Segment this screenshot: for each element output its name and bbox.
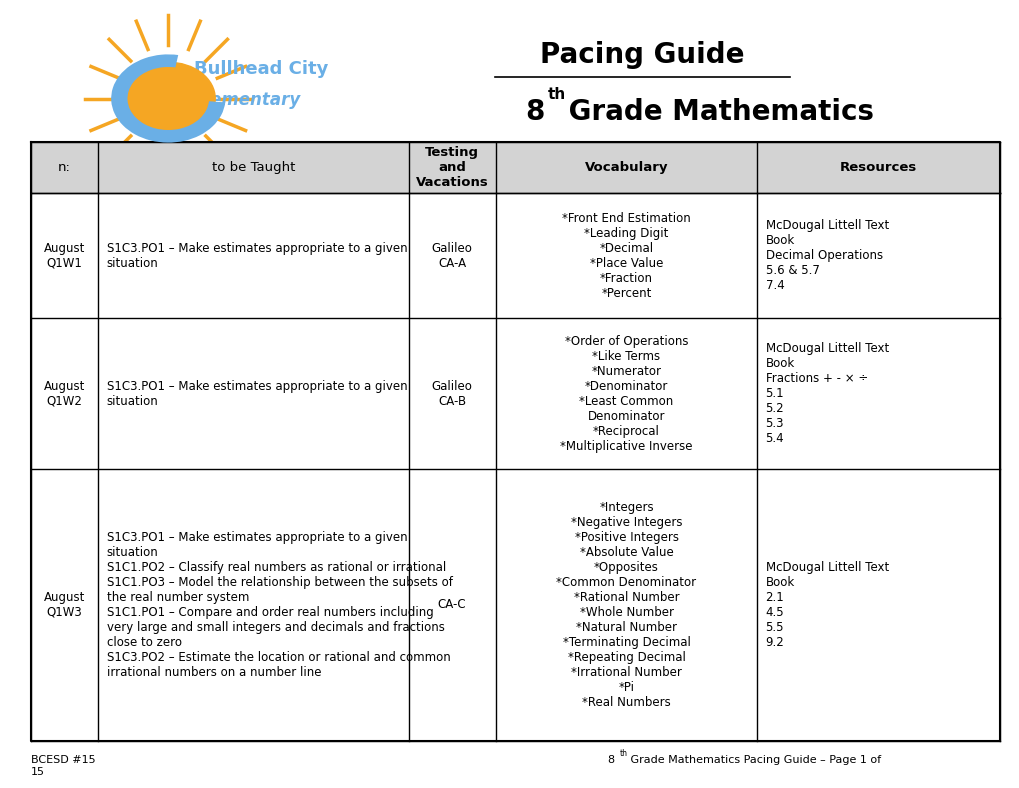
Text: 8: 8 bbox=[606, 755, 613, 764]
Text: S1C3.PO1 – Make estimates appropriate to a given
situation: S1C3.PO1 – Make estimates appropriate to… bbox=[107, 380, 407, 407]
Text: August
Q1W1: August Q1W1 bbox=[44, 242, 86, 269]
Text: n:: n: bbox=[58, 161, 71, 174]
Text: Galileo
CA-B: Galileo CA-B bbox=[431, 380, 472, 407]
Text: S1C3.PO1 – Make estimates appropriate to a given
situation: S1C3.PO1 – Make estimates appropriate to… bbox=[107, 242, 407, 269]
Text: to be Taught: to be Taught bbox=[212, 161, 294, 174]
Text: 15: 15 bbox=[31, 768, 45, 777]
Text: th: th bbox=[547, 87, 566, 102]
Text: August
Q1W3: August Q1W3 bbox=[44, 591, 86, 619]
Text: S1C3.PO1 – Make estimates appropriate to a given
situation
S1C1.PO2 – Classify r: S1C3.PO1 – Make estimates appropriate to… bbox=[107, 531, 452, 679]
Text: BCESD #15: BCESD #15 bbox=[31, 755, 95, 764]
Text: Bullhead City: Bullhead City bbox=[194, 60, 328, 77]
Text: McDougal Littell Text
Book
2.1
4.5
5.5
9.2: McDougal Littell Text Book 2.1 4.5 5.5 9… bbox=[764, 561, 888, 649]
Text: Grade Mathematics: Grade Mathematics bbox=[558, 98, 873, 126]
Circle shape bbox=[121, 62, 215, 135]
Text: Resources: Resources bbox=[839, 161, 916, 174]
Text: McDougal Littell Text
Book
Decimal Operations
5.6 & 5.7
7.4: McDougal Littell Text Book Decimal Opera… bbox=[764, 219, 888, 292]
Text: Vocabulary: Vocabulary bbox=[584, 161, 667, 174]
Text: Elementary: Elementary bbox=[194, 91, 301, 109]
Text: McDougal Littell Text
Book
Fractions + - × ÷
5.1
5.2
5.3
5.4: McDougal Littell Text Book Fractions + -… bbox=[764, 342, 888, 445]
Bar bbox=[31, 142, 999, 193]
Text: *Integers
*Negative Integers
*Positive Integers
*Absolute Value
*Opposites
*Comm: *Integers *Negative Integers *Positive I… bbox=[556, 501, 696, 709]
Text: Galileo
CA-A: Galileo CA-A bbox=[431, 242, 472, 269]
Text: Grade Mathematics Pacing Guide – Page 1 of: Grade Mathematics Pacing Guide – Page 1 … bbox=[627, 755, 880, 764]
Text: Pacing Guide: Pacing Guide bbox=[540, 41, 744, 69]
Text: August
Q1W2: August Q1W2 bbox=[44, 380, 86, 407]
Text: *Front End Estimation
*Leading Digit
*Decimal
*Place Value
*Fraction
*Percent: *Front End Estimation *Leading Digit *De… bbox=[561, 212, 690, 299]
Text: 8: 8 bbox=[525, 98, 544, 126]
Text: CA-C: CA-C bbox=[437, 598, 466, 611]
Text: *Order of Operations
*Like Terms
*Numerator
*Denominator
*Least Common
Denominat: *Order of Operations *Like Terms *Numera… bbox=[559, 335, 692, 452]
Text: Testing
and
Vacations: Testing and Vacations bbox=[416, 146, 488, 189]
Text: th: th bbox=[620, 749, 628, 758]
Wedge shape bbox=[111, 54, 225, 143]
